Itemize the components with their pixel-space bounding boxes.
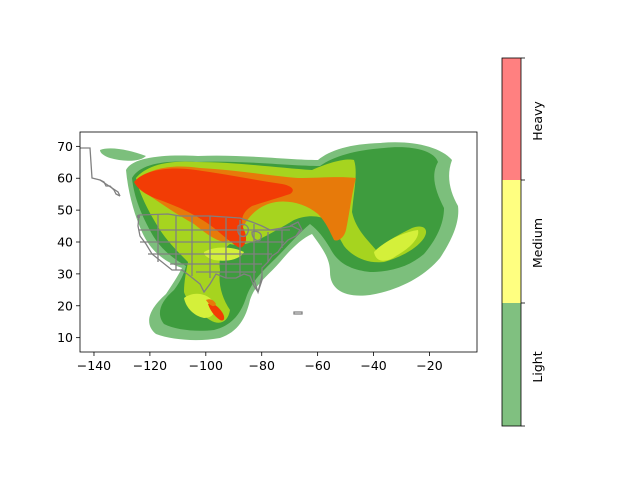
map-axes: −140 −120 −100 −80 −60 −40 −20 10 20 30 40 50 60 70 <box>57 131 478 373</box>
small-island <box>137 215 140 218</box>
y-tick-label: 70 <box>57 139 73 154</box>
y-tick-label: 40 <box>57 235 73 250</box>
x-tick-label: −60 <box>304 358 330 373</box>
smoke-plume-layers <box>80 142 459 341</box>
colorbar-label-heavy: Heavy <box>530 101 545 141</box>
x-tick-label: −80 <box>249 358 275 373</box>
heavy-smoke-core <box>134 168 293 248</box>
x-tick-label: −20 <box>416 358 442 373</box>
y-tick-label: 30 <box>57 266 73 281</box>
puerto-rico <box>293 311 303 315</box>
colorbar-heavy-segment <box>502 58 521 180</box>
x-tick-label: −40 <box>360 358 386 373</box>
y-tick-label: 50 <box>57 203 73 218</box>
colorbar: Light Medium Heavy <box>501 57 545 427</box>
y-tick-label: 60 <box>57 171 73 186</box>
y-axis-ticks: 10 20 30 40 50 60 70 <box>57 139 80 345</box>
y-tick-label: 20 <box>57 298 73 313</box>
x-tick-label: −100 <box>189 358 223 373</box>
us-state-boundaries <box>137 213 303 295</box>
x-tick-label: −140 <box>77 358 111 373</box>
alaska-boundary <box>80 147 121 197</box>
y-tick-label: 10 <box>57 330 73 345</box>
light-smoke-tail <box>100 148 146 161</box>
colorbar-label-medium: Medium <box>530 218 545 268</box>
colorbar-medium-segment <box>502 180 521 303</box>
colorbar-label-light: Light <box>530 351 545 382</box>
colorbar-frame <box>501 57 522 427</box>
x-tick-label: −120 <box>133 358 167 373</box>
medium-smoke-pocket-atlantic <box>374 230 419 261</box>
heavy-smoke-patch-mexico <box>208 303 225 321</box>
colorbar-light-segment <box>502 303 521 426</box>
heavy-smoke-patch-mexico-2 <box>206 299 216 307</box>
x-axis-ticks: −140 −120 −100 −80 −60 −40 −20 <box>77 352 443 373</box>
